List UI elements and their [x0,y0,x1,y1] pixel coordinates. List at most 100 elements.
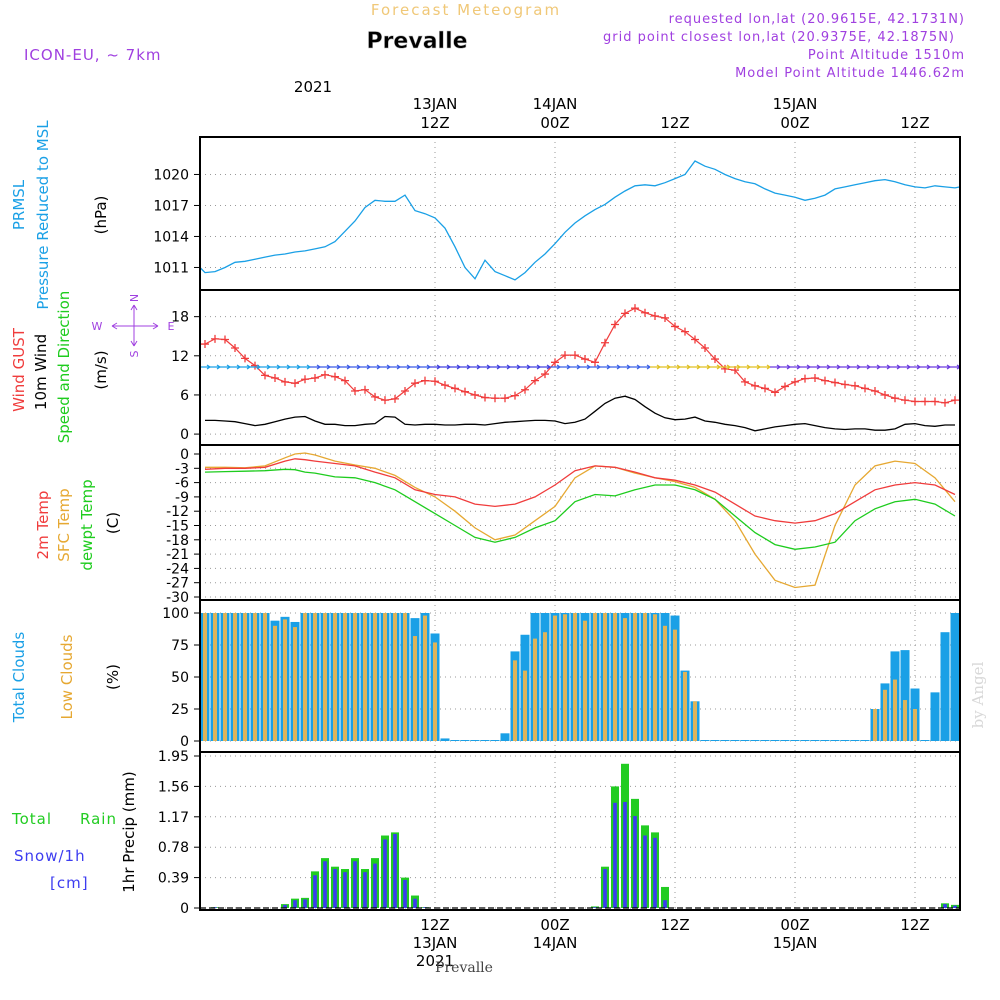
snow-bar [323,861,327,908]
gust-marker [371,392,379,401]
total-cloud-bar [950,613,960,741]
gust-marker [831,378,839,387]
clouds-panel: 0 25 50 75 100 [162,606,960,750]
gust-marker [911,397,919,406]
total-cloud-bar [730,740,740,741]
total-cloud-bar [710,740,720,741]
gust-line [204,307,956,404]
wind-arrow-icon [710,364,721,370]
gust-marker [841,380,849,389]
total-rain-label-b: Rain [80,810,117,828]
low-cloud-bar [303,613,307,741]
total-cloud-bar [940,632,950,741]
snow-bar [393,833,397,908]
snow-bar [643,835,647,908]
wind-gust-label: Wind GUST [10,327,28,412]
total-cloud-bar [760,740,770,741]
sfc-temp-line [205,452,956,589]
low-cloud-bar [623,618,627,741]
low-cloud-bar [613,613,617,741]
low-cloud-bar [323,613,327,741]
gust-marker [211,334,219,343]
snow-bar [333,869,337,908]
y-tick-label: 0.39 [158,871,189,887]
wind-arrow-icon [720,364,731,370]
total-cloud-bar [740,740,750,741]
total-cloud-bar [700,740,710,741]
total-cloud-bar [860,740,870,741]
page-title: Prevalle [366,29,467,54]
wind-arrow-icon [870,364,881,370]
low-cloud-bar [513,660,517,741]
low-cloud-bar [543,632,547,741]
low-cloud-bar [693,701,697,741]
gust-marker [591,358,599,367]
low-cloud-bar [393,613,397,741]
wind-arrow-icon [410,364,421,370]
snow-bar [603,869,607,908]
top-year-label: 2021 [294,78,332,96]
total-cloud-bar [440,738,450,741]
wind-arrow-icon [830,364,841,370]
low-cloud-bar [883,689,887,741]
wind-arrow-icon [660,364,671,370]
low-cloud-bar [263,613,267,741]
y-tick-label: -21 [166,547,189,563]
wind-arrow-icon [570,364,581,370]
wind-arrow-icon [940,364,951,370]
time-label-hour: 12Z [420,114,449,132]
wind-arrow-icon [200,364,211,370]
wind-arrow-icon [280,364,291,370]
low-cloud-bar [573,613,577,741]
low-cloud-bar [343,613,347,741]
snow-bar [953,905,957,908]
total-cloud-bar [480,740,490,741]
total-cloud-bar [780,740,790,741]
gust-marker [571,351,579,360]
y-tick-label: -30 [166,590,189,606]
wind-arrow-icon [910,364,921,370]
gust-marker [481,393,489,402]
wind-arrow-icon [240,364,251,370]
gust-marker [951,396,959,405]
low-cloud-bar [353,613,357,741]
wind-arrow-icon [340,364,351,370]
model-altitude: Model Point Altitude 1446.62m [735,66,965,81]
y-tick-label: 0 [180,427,189,443]
low-cloud-bar [203,613,207,741]
time-label-hour: 12Z [660,114,689,132]
time-label-date: 13JAN [413,95,458,113]
time-label-hour: 00Z [780,114,809,132]
y-tick-label: -15 [166,519,189,535]
snow-bar [283,904,287,908]
snow-bar [633,816,637,908]
gust-marker [921,397,929,406]
total-cloud-bar [820,740,830,741]
pressure-panel: 1011 1014 1017 1020 [153,160,961,281]
wind-arrow-icon [460,364,471,370]
wind-arrow-icon [560,364,571,370]
gust-marker [471,390,479,399]
gust-marker [701,343,709,352]
gust-marker [491,394,499,403]
total-cloud-bar [720,740,730,741]
wind-arrow-icon [650,364,661,370]
gust-marker [651,312,659,321]
gust-marker [561,351,569,360]
y-tick-label: -18 [166,533,189,549]
wind-arrow-icon [850,364,861,370]
wind-arrow-icon [210,364,221,370]
gridpoint-coords: grid point closest lon,lat (20.9375E, 42… [603,30,955,45]
total-cloud-bar [770,740,780,741]
snow-bar [353,861,357,908]
wind-arrow-icon [380,364,391,370]
gust-marker [351,387,359,396]
gust-marker [441,381,449,390]
credit-watermark: by Angel [969,661,987,728]
wind-arrow-icon [420,364,431,370]
y-tick-label: -24 [166,561,189,577]
wind-arrow-icon [690,364,701,370]
gust-marker [501,394,509,403]
total-cloud-bar [750,740,760,741]
gust-marker [601,338,609,347]
